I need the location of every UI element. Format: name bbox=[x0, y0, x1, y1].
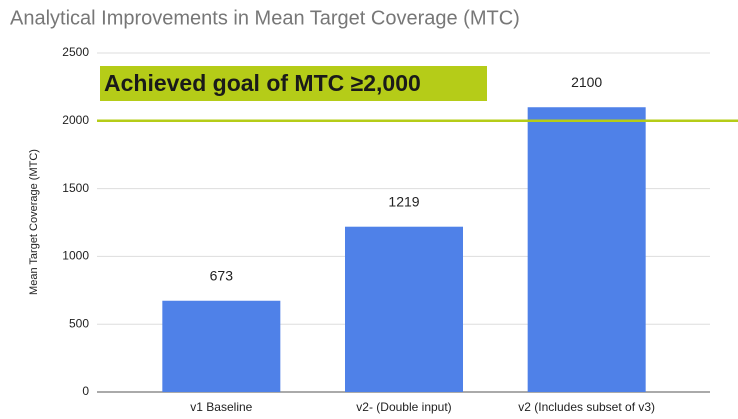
y-tick-label: 500 bbox=[69, 316, 89, 330]
annotation: Achieved goal of MTC ≥2,000 bbox=[104, 70, 421, 96]
x-tick-label: v2- (Double input) bbox=[356, 400, 451, 414]
annotation-box bbox=[100, 66, 487, 101]
bar bbox=[162, 300, 281, 392]
chart-title: Analytical Improvements in Mean Target C… bbox=[10, 7, 520, 29]
y-tick-label: 2000 bbox=[62, 113, 89, 127]
y-tick-label: 0 bbox=[82, 384, 89, 398]
bar bbox=[344, 226, 464, 392]
y-tick-label: 2500 bbox=[62, 45, 89, 59]
data-label: 2100 bbox=[571, 74, 602, 90]
data-label: 1219 bbox=[388, 193, 419, 209]
y-axis-label: Mean Target Coverage (MTC) bbox=[28, 149, 40, 295]
x-tick-label: v1 Baseline bbox=[190, 400, 252, 414]
y-tick-label: 1500 bbox=[62, 181, 89, 195]
y-tick-label: 1000 bbox=[62, 249, 89, 263]
bar bbox=[527, 107, 646, 393]
x-tick-label: v2 (Includes subset of v3) bbox=[518, 400, 655, 414]
data-label: 673 bbox=[210, 267, 234, 283]
